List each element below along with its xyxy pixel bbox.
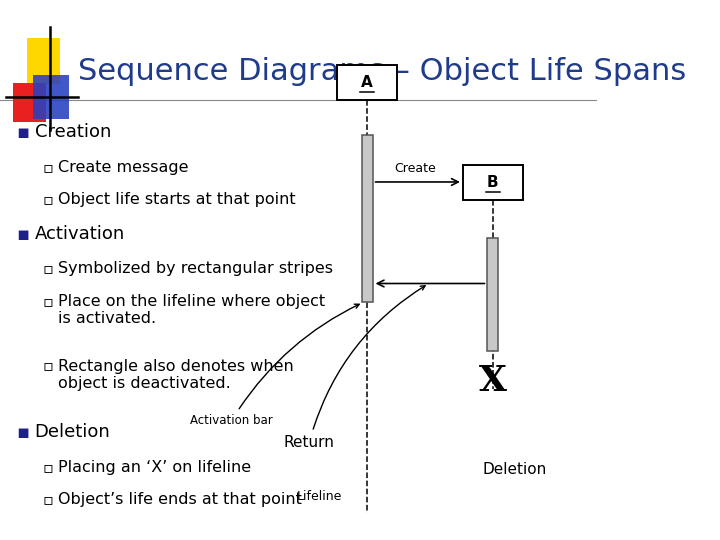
Text: Object’s life ends at that point: Object’s life ends at that point bbox=[58, 492, 302, 508]
FancyBboxPatch shape bbox=[463, 165, 523, 200]
Text: Deletion: Deletion bbox=[482, 462, 547, 477]
FancyBboxPatch shape bbox=[33, 75, 68, 119]
Text: ▫: ▫ bbox=[43, 192, 54, 207]
Text: ▫: ▫ bbox=[43, 359, 54, 374]
FancyBboxPatch shape bbox=[13, 83, 46, 122]
Text: Lifeline: Lifeline bbox=[297, 490, 342, 503]
Text: X: X bbox=[479, 364, 507, 397]
Text: Return: Return bbox=[284, 286, 425, 450]
Text: Activation: Activation bbox=[35, 225, 125, 242]
Text: ▪: ▪ bbox=[17, 123, 30, 142]
Text: B: B bbox=[487, 175, 498, 190]
Text: Deletion: Deletion bbox=[35, 423, 110, 441]
Text: ▪: ▪ bbox=[17, 423, 30, 442]
Text: Activation bar: Activation bar bbox=[190, 304, 359, 427]
Text: ▫: ▫ bbox=[43, 492, 54, 508]
Text: ▫: ▫ bbox=[43, 160, 54, 175]
Text: Place on the lifeline where object
is activated.: Place on the lifeline where object is ac… bbox=[58, 294, 325, 326]
Text: Create: Create bbox=[394, 163, 436, 176]
Text: ▫: ▫ bbox=[43, 294, 54, 309]
Text: A: A bbox=[361, 75, 373, 90]
Text: Symbolized by rectangular stripes: Symbolized by rectangular stripes bbox=[58, 261, 333, 276]
Text: Creation: Creation bbox=[35, 123, 111, 141]
FancyBboxPatch shape bbox=[27, 38, 60, 84]
Text: ▫: ▫ bbox=[43, 460, 54, 475]
Text: Sequence Diagrams – Object Life Spans: Sequence Diagrams – Object Life Spans bbox=[78, 57, 686, 86]
Text: Create message: Create message bbox=[58, 160, 189, 175]
Text: Rectangle also denotes when
object is deactivated.: Rectangle also denotes when object is de… bbox=[58, 359, 294, 391]
Text: Placing an ‘X’ on lifeline: Placing an ‘X’ on lifeline bbox=[58, 460, 251, 475]
FancyBboxPatch shape bbox=[338, 65, 397, 100]
FancyBboxPatch shape bbox=[362, 135, 373, 302]
Text: ▫: ▫ bbox=[43, 261, 54, 276]
Text: Object life starts at that point: Object life starts at that point bbox=[58, 192, 295, 207]
Text: ▪: ▪ bbox=[17, 225, 30, 244]
FancyBboxPatch shape bbox=[487, 238, 498, 351]
